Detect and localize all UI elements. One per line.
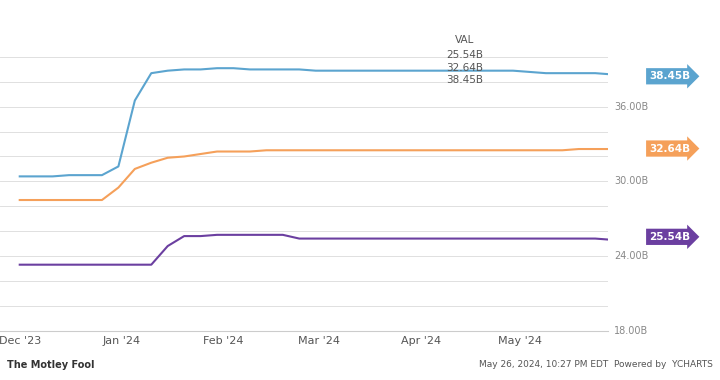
Text: VAL: VAL — [455, 35, 474, 45]
Text: 36.00B: 36.00B — [614, 102, 648, 112]
Text: 30.00B: 30.00B — [614, 176, 648, 186]
Text: 38.45B: 38.45B — [649, 71, 690, 81]
Text: The Motley Fool: The Motley Fool — [7, 360, 95, 370]
Text: 38.45B: 38.45B — [446, 75, 483, 85]
Text: 25.54B: 25.54B — [649, 232, 690, 242]
Text: May 26, 2024, 10:27 PM EDT  Powered by  YCHARTS: May 26, 2024, 10:27 PM EDT Powered by YC… — [479, 360, 713, 369]
Text: 32.64B: 32.64B — [649, 144, 690, 154]
Text: 18.00B: 18.00B — [614, 326, 648, 336]
Text: 24.00B: 24.00B — [614, 251, 648, 261]
Text: 25.54B: 25.54B — [446, 50, 483, 60]
Text: 32.64B: 32.64B — [446, 63, 483, 73]
